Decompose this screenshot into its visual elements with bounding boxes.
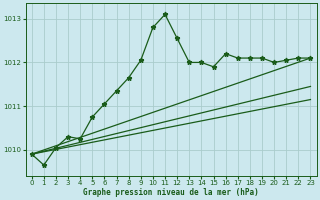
X-axis label: Graphe pression niveau de la mer (hPa): Graphe pression niveau de la mer (hPa) [83,188,259,197]
